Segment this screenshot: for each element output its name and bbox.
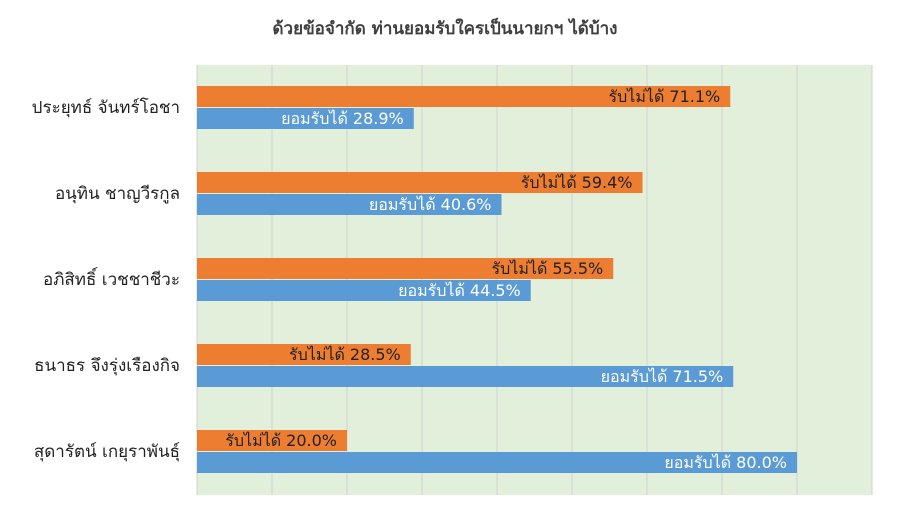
bar [197,280,531,301]
bar [197,194,502,215]
bar [197,108,414,129]
chart-title: ด้วยข้อจำกัด ท่านยอมรับใครเป็นนายกฯ ได้บ… [273,16,618,39]
value-label: รับไม่ได้ 55.5% [492,259,604,278]
y-tick-label: อนุทิน ชาญวีรกูล [55,184,180,204]
y-tick-label: สุดารัตน์ เกยุราพันธุ์ [34,442,180,462]
value-label: ยอมรับได้ 28.9% [281,109,404,128]
value-label: ยอมรับได้ 80.0% [664,453,787,472]
y-tick-label: ประยุทธ์ จันทร์โอชา [32,97,180,118]
bar [197,344,411,365]
value-label: ยอมรับได้ 71.5% [601,367,724,386]
value-label: รับไม่ได้ 20.0% [225,431,337,450]
bar [197,86,731,107]
bar [197,452,797,473]
bar [197,366,734,387]
value-label: ยอมรับได้ 40.6% [369,195,492,214]
value-label: รับไม่ได้ 28.5% [289,345,401,364]
value-label: ยอมรับได้ 44.5% [398,281,521,300]
bar [197,172,643,193]
value-label: รับไม่ได้ 71.1% [609,87,721,106]
bar [197,258,614,279]
bar [197,430,347,451]
value-label: รับไม่ได้ 59.4% [521,173,633,192]
y-tick-label: ธนาธร จึงรุ่งเรืองกิจ [34,356,180,376]
y-tick-label: อภิสิทธิ์ เวชชาชีวะ [43,267,180,290]
